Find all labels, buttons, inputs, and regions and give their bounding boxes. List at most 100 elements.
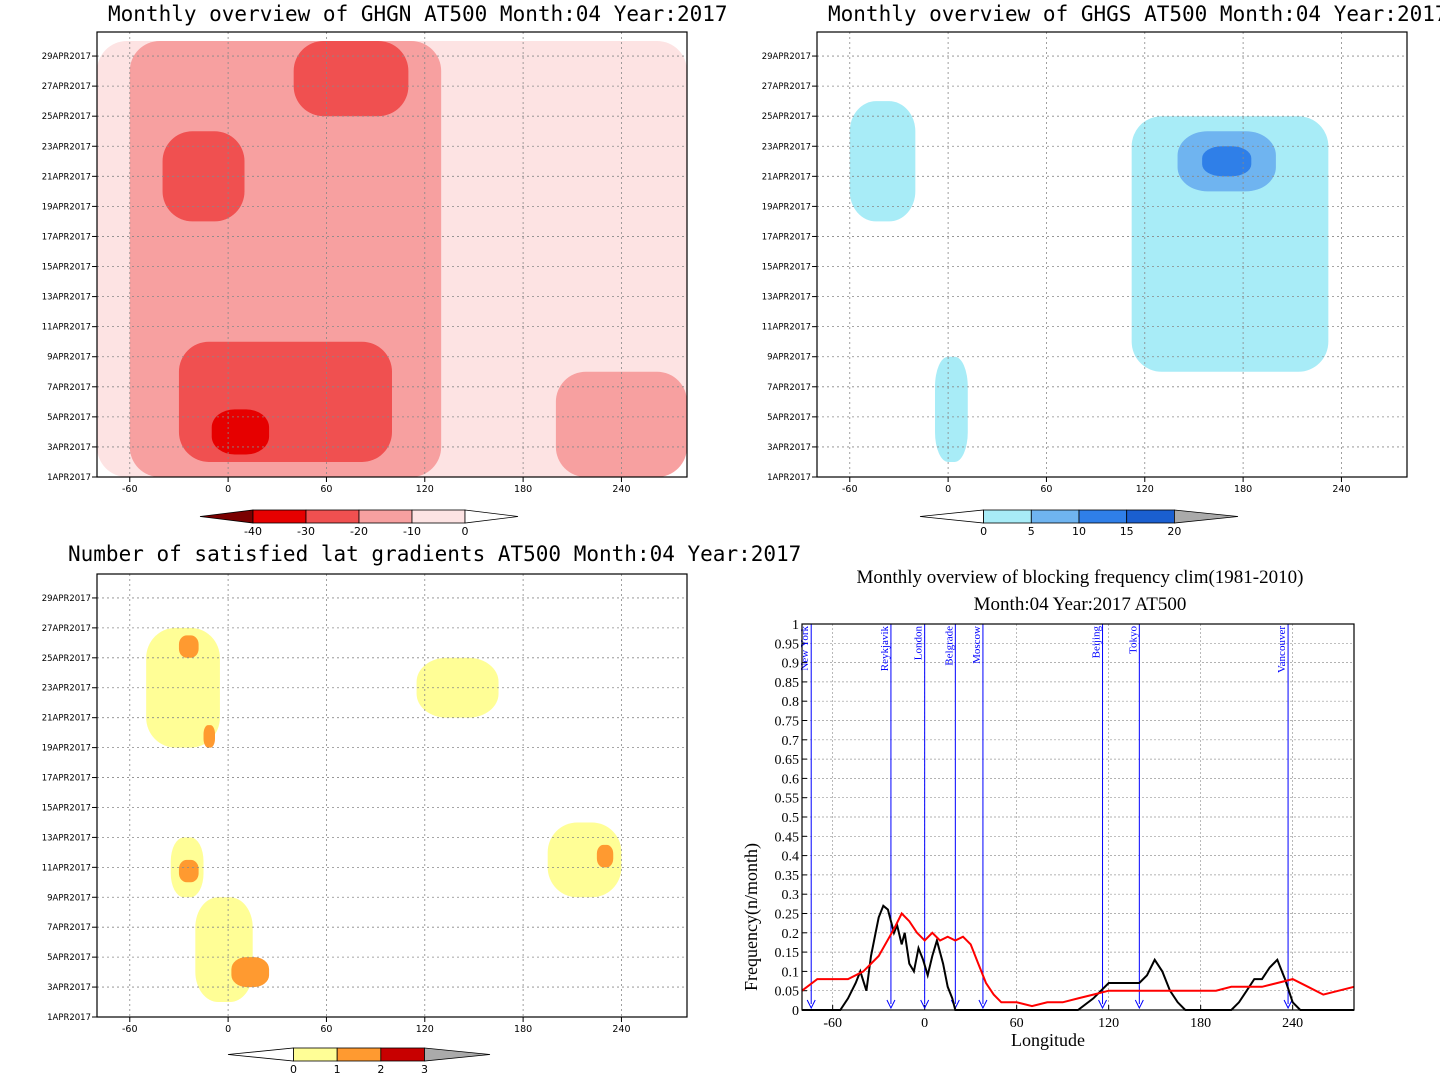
y-tick-label: 15APR2017 — [42, 263, 91, 273]
y-tick-label: 7APR2017 — [47, 383, 91, 393]
colorbar-label: -30 — [297, 525, 315, 538]
y-tick-label: 13APR2017 — [762, 293, 811, 303]
x-tick-label: 60 — [320, 484, 332, 495]
colorbar-left-arrow — [227, 1047, 294, 1062]
colorbar-swatch — [252, 509, 307, 524]
y-tick-label: 19APR2017 — [762, 202, 811, 212]
colorbar-label: 15 — [1120, 525, 1134, 538]
x-tick-label: 240 — [612, 1024, 630, 1035]
contour-region-4 — [1202, 146, 1252, 177]
y-tick-label: 0.95 — [775, 637, 800, 652]
y-axis-label: Frequency(n/month) — [741, 843, 762, 991]
y-tick-label: 0.7 — [782, 734, 800, 749]
y-tick-label: 17APR2017 — [762, 232, 811, 242]
y-tick-label: 23APR2017 — [42, 684, 91, 694]
colorbar-label: 0 — [462, 525, 469, 538]
contour-region-1 — [1131, 116, 1329, 372]
plot-frame — [96, 573, 688, 1018]
colorbar-label: 1 — [334, 1063, 341, 1076]
y-tick-label: 21APR2017 — [42, 714, 91, 724]
x-tick-label: 180 — [514, 484, 532, 495]
ghgn-heatmap: 1APR2017 3APR2017 5APR2017 7APR2017 9APR2017… — [42, 31, 688, 538]
colorbar-swatch — [380, 1047, 425, 1062]
x-tick-label: 0 — [225, 1024, 231, 1035]
x-tick-label: -60 — [122, 484, 138, 495]
contour-region-5 — [178, 635, 199, 658]
y-tick-label: 1 — [792, 618, 799, 633]
plot-frame — [801, 623, 1355, 1011]
x-tick-label: 180 — [1190, 1016, 1211, 1031]
y-tick-label: 11APR2017 — [762, 323, 811, 333]
y-tick-label: 29APR2017 — [42, 52, 91, 62]
colorbar-label: -40 — [244, 525, 262, 538]
y-tick-label: 29APR2017 — [42, 594, 91, 604]
city-label: Tokyo — [1127, 626, 1139, 654]
colorbar-swatch — [983, 509, 1032, 524]
city-label: Vancouver — [1276, 626, 1288, 673]
y-tick-label: 13APR2017 — [42, 833, 91, 843]
colorbar-label: -20 — [350, 525, 368, 538]
ghgs-title: Monthly overview of GHGS AT500 Month:04 … — [828, 2, 1440, 26]
city-label: Reykjavik — [879, 626, 891, 672]
ghgn-title: Monthly overview of GHGN AT500 Month:04 … — [108, 2, 728, 26]
y-tick-label: 0.2 — [782, 927, 800, 942]
city-arrow — [978, 999, 988, 1010]
x-tick-label: 60 — [1040, 484, 1052, 495]
contour-region-8 — [231, 957, 270, 988]
y-tick-label: 0.45 — [775, 830, 800, 845]
y-tick-label: 19APR2017 — [42, 744, 91, 754]
colorbar-label: 5 — [1028, 525, 1035, 538]
city-arrow — [1134, 999, 1144, 1010]
y-tick-label: 25APR2017 — [762, 112, 811, 122]
y-tick-label: 17APR2017 — [42, 774, 91, 784]
y-tick-label: 9APR2017 — [47, 353, 91, 363]
y-tick-label: 27APR2017 — [42, 624, 91, 634]
city-label: London — [913, 626, 925, 661]
y-tick-label: 11APR2017 — [42, 863, 91, 873]
colorbar-swatch — [358, 509, 413, 524]
y-tick-label: 0.5 — [782, 811, 800, 826]
y-tick-label: 15APR2017 — [762, 263, 811, 273]
y-tick-label: 11APR2017 — [42, 323, 91, 333]
plot-frame — [96, 31, 688, 478]
colorbar-label: -10 — [403, 525, 421, 538]
y-tick-label: 5APR2017 — [767, 413, 811, 423]
y-tick-label: 25APR2017 — [42, 112, 91, 122]
ghgs-heatmap: 1APR2017 3APR2017 5APR2017 7APR2017 9APR2017… — [762, 31, 1408, 538]
y-tick-label: 23APR2017 — [762, 142, 811, 152]
y-tick-label: 3APR2017 — [47, 443, 91, 453]
colorbar-swatch — [305, 509, 360, 524]
colorbar-swatch — [1078, 509, 1128, 524]
x-tick-label: -60 — [842, 484, 858, 495]
y-tick-label: 9APR2017 — [47, 893, 91, 903]
colorbar-label: 20 — [1167, 525, 1181, 538]
colorbar-right-arrow — [1173, 509, 1239, 524]
y-tick-label: 1APR2017 — [47, 1013, 91, 1023]
colorbar-label: 0 — [980, 525, 987, 538]
contour-region-9 — [596, 844, 614, 868]
blocking-frequency-chart: 0 0.05 0.1 0.15 0.2 0.25 0.3 0.35 0.4 0.45 0.5 0.55… — [741, 618, 1355, 1050]
y-tick-label: 7APR2017 — [767, 383, 811, 393]
y-tick-label: 9APR2017 — [767, 353, 811, 363]
y-tick-label: 15APR2017 — [42, 803, 91, 813]
x-tick-label: 120 — [416, 484, 434, 495]
y-tick-label: 0.6 — [782, 772, 800, 787]
contour-region-7 — [178, 859, 199, 883]
contour-region-5 — [293, 41, 409, 117]
x-tick-label: 240 — [1332, 484, 1350, 495]
x-tick-label: 120 — [1136, 484, 1154, 495]
colorbar-label: 3 — [421, 1063, 428, 1076]
x-tick-label: 0 — [225, 484, 231, 495]
x-tick-label: 240 — [1282, 1016, 1303, 1031]
x-axis-label: Longitude — [1011, 1030, 1085, 1050]
y-tick-label: 1APR2017 — [767, 473, 811, 483]
x-tick-label: 180 — [1234, 484, 1252, 495]
y-tick-label: 25APR2017 — [42, 654, 91, 664]
colorbar-right-arrow — [464, 509, 519, 524]
colorbar-swatch — [1030, 509, 1080, 524]
blocking-title: Monthly overview of blocking frequency c… — [856, 567, 1304, 588]
x-tick-label: 180 — [514, 1024, 532, 1035]
y-tick-label: 0.25 — [775, 908, 800, 923]
contour-region-4 — [547, 822, 622, 898]
y-tick-label: 0 — [792, 1004, 799, 1019]
